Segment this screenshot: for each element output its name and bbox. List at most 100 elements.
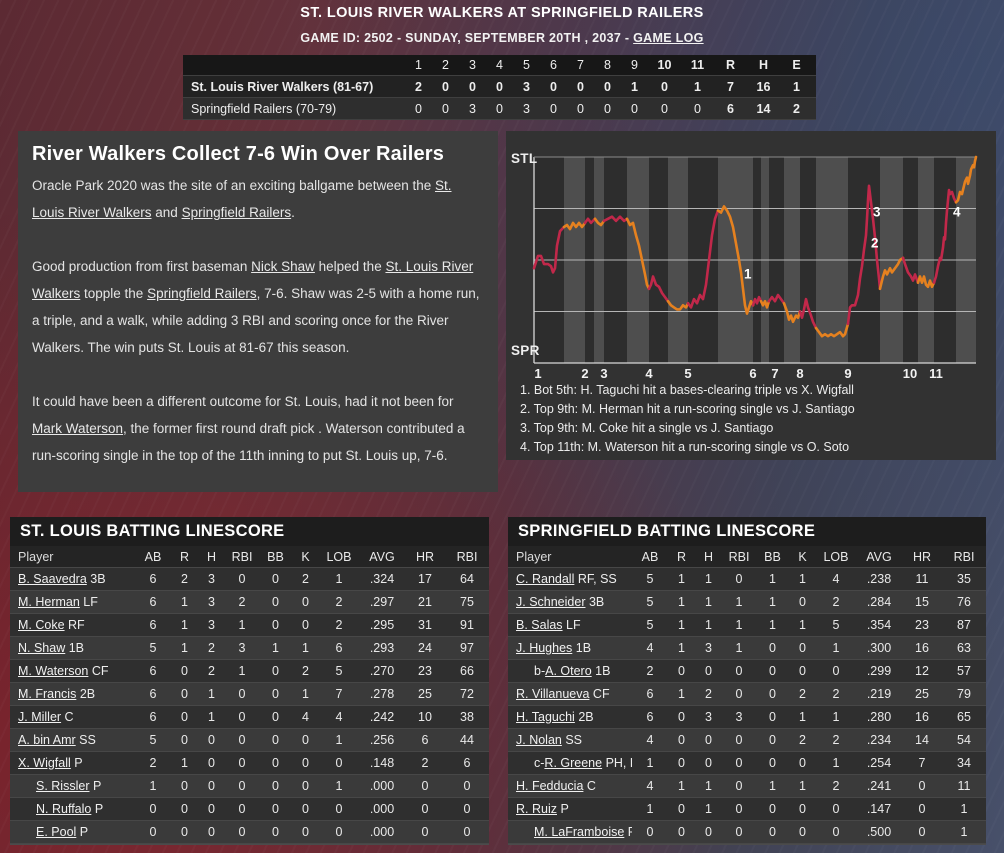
stat-cell: 3 (705, 710, 712, 724)
stat-cell: 16 (915, 710, 929, 724)
stat-cell: 0 (463, 802, 471, 816)
stat-cell: 2 (335, 618, 343, 632)
player-link[interactable]: J. Miller (18, 710, 62, 724)
chart-annotation-1: 1 (744, 267, 752, 282)
winprob-segment-spr (782, 302, 802, 324)
stat-cell: 0 (769, 710, 776, 724)
stat-cell: 1 (832, 710, 840, 724)
player-link[interactable]: B. Salas (516, 618, 563, 632)
player-link[interactable]: M. Herman (18, 595, 80, 609)
stat-cell: 0 (238, 733, 246, 747)
entity-link[interactable]: St. Louis River Walkers (32, 178, 452, 220)
linescore-col-4: 4 (496, 58, 503, 72)
player-link[interactable]: S. Rissler (36, 779, 90, 793)
stat-cell: 0 (272, 595, 279, 609)
player-cell: A. bin Amr SS (18, 733, 96, 747)
player-link[interactable]: H. Fedducia (516, 779, 584, 793)
stat-cell: 2 (208, 641, 215, 655)
player-link[interactable]: M. Francis (18, 687, 77, 701)
stat-cell: 7 (335, 687, 343, 701)
player-link[interactable]: R. Greene (544, 756, 603, 770)
batting-row: X. Wigfall P 2 1 0 0 0 0 0 .148 2 6 (10, 752, 489, 775)
stat-cell: 1 (678, 779, 685, 793)
stat-cell: 1 (769, 595, 776, 609)
entity-link[interactable]: Springfield Railers (181, 205, 292, 220)
stat-cell: 1 (799, 710, 806, 724)
col-header-R: R (676, 549, 687, 564)
player-link[interactable]: M. LaFramboise (534, 825, 625, 839)
player-link[interactable]: X. Wigfall (18, 756, 71, 770)
stat-cell: 0 (302, 618, 309, 632)
player-link[interactable]: N. Ruffalo (36, 802, 92, 816)
stat-cell: 1 (302, 641, 309, 655)
game-recap-article: River Walkers Collect 7-6 Win Over Raile… (18, 131, 498, 492)
spr-axis-label: SPR (511, 343, 540, 358)
stat-cell: 0 (705, 825, 712, 839)
player-link[interactable]: N. Shaw (18, 641, 66, 655)
player-link[interactable]: J. Nolan (516, 733, 562, 747)
player-link[interactable]: E. Pool (36, 825, 77, 839)
linescore-col-H: H (758, 58, 769, 72)
batting-table-title: ST. LOUIS BATTING LINESCORE (10, 517, 489, 546)
batting-row: b-A. Otero 1B 2 0 0 0 0 0 0 .299 12 57 (508, 660, 986, 683)
winprob-segment-stl (932, 188, 958, 284)
stat-cell: 0 (463, 825, 471, 839)
winprob-segment-stl (583, 217, 597, 225)
key-play-note: 2. Top 9th: M. Herman hit a run-scoring … (520, 402, 855, 416)
col-header-K: K (301, 549, 310, 564)
inning-tick-10: 10 (903, 366, 917, 381)
player-link[interactable]: A. bin Amr (18, 733, 76, 747)
inning-runs: 0 (442, 101, 449, 116)
stat-cell: 1 (272, 641, 279, 655)
inning-runs: 0 (550, 101, 557, 116)
entity-link[interactable]: Mark Waterson (32, 421, 124, 436)
winprob-segment-spr (625, 217, 651, 291)
stat-cell: 10 (418, 710, 432, 724)
stat-cell: 0 (799, 595, 806, 609)
stat-cell: 5 (149, 641, 157, 655)
col-header-RBI: RBI (728, 549, 750, 564)
player-link[interactable]: C. Randall (516, 572, 575, 586)
col-header-R: R (179, 549, 190, 564)
batting-row: S. Rissler P 1 0 0 0 0 0 1 .000 0 0 (10, 775, 489, 798)
col-header-AB: AB (144, 549, 162, 564)
chart-annotation-2: 2 (871, 236, 879, 251)
winprob-segment-stl (846, 184, 882, 326)
stat-cell: 0 (272, 572, 279, 586)
stat-cell: 2 (335, 595, 343, 609)
stat-cell: 75 (460, 595, 474, 609)
player-link[interactable]: A. Otero (545, 664, 592, 678)
stat-cell: 0 (735, 687, 743, 701)
player-link[interactable]: H. Taguchi (516, 710, 575, 724)
player-link[interactable]: M. Waterson (18, 664, 89, 678)
stat-cell: 2 (208, 664, 215, 678)
inning-runs: 0 (550, 79, 557, 94)
player-link[interactable]: J. Schneider (516, 595, 586, 609)
article-headline: River Walkers Collect 7-6 Win Over Raile… (32, 143, 445, 165)
inning-tick-2: 2 (581, 366, 588, 381)
player-link[interactable]: B. Saavedra (18, 572, 87, 586)
stat-cell: 64 (460, 572, 474, 586)
player-link[interactable]: R. Villanueva (516, 687, 590, 701)
key-play-note: 3. Top 9th: M. Coke hit a single vs J. S… (520, 421, 774, 435)
game-log-link[interactable]: GAME LOG (633, 31, 704, 45)
player-link[interactable]: J. Hughes (516, 641, 573, 655)
stat-cell: 6 (149, 595, 157, 609)
linescore-col-5: 5 (523, 58, 530, 72)
stat-cell: 5 (832, 618, 840, 632)
stat-cell: 0 (769, 733, 776, 747)
player-link[interactable]: R. Ruiz (516, 802, 557, 816)
player-link[interactable]: M. Coke (18, 618, 65, 632)
entity-link[interactable]: Nick Shaw (251, 259, 315, 274)
stat-cell: 2 (302, 664, 309, 678)
stat-cell: 11 (915, 572, 929, 586)
stat-cell: 0 (799, 825, 806, 839)
stat-cell: 44 (460, 733, 474, 747)
stat-cell: 1 (832, 756, 840, 770)
stat-cell: .219 (866, 687, 892, 701)
stat-cell: 25 (418, 687, 432, 701)
stat-cell: 0 (272, 733, 279, 747)
entity-link[interactable]: St. Louis River Walkers (32, 259, 474, 301)
entity-link[interactable]: Springfield Railers (147, 286, 257, 301)
linescore-col-6: 6 (550, 58, 557, 72)
